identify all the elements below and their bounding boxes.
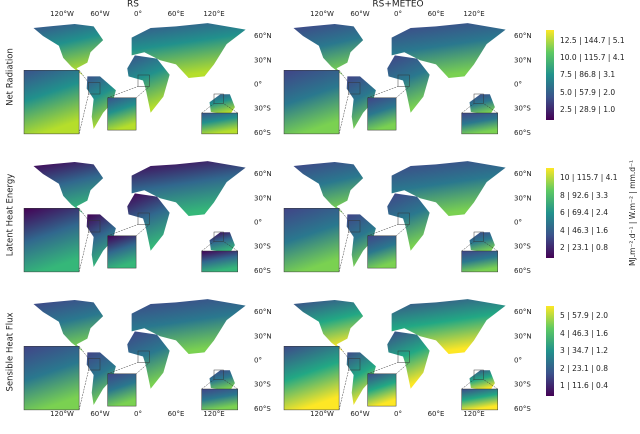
lat-label: 60°N (254, 32, 272, 40)
lon-label: 0° (134, 10, 142, 18)
lat-label: 60°S (254, 129, 271, 137)
lat-label: 60°N (514, 32, 532, 40)
lon-label: 0° (394, 410, 402, 418)
lat-label: 30°N (514, 56, 532, 64)
row-1: Net Radiation 12.5 | 144.7 | 5.1 10.0 | … (6, 22, 625, 135)
lat-label: 60°N (254, 308, 272, 316)
lat-label: 30°S (254, 243, 271, 251)
lat-label: 60°S (254, 405, 271, 413)
lon-label: 120°W (50, 410, 74, 418)
lat-label: 30°N (514, 194, 532, 202)
map (283, 298, 506, 411)
lat-label: 60°S (514, 129, 531, 137)
lon-label: 120°W (50, 10, 74, 18)
lon-label: 0° (134, 410, 142, 418)
lat-label: 30°S (514, 381, 531, 389)
lat-label: 30°N (254, 332, 272, 340)
lon-label: 120°E (203, 410, 224, 418)
lon-label: 60°W (350, 10, 369, 18)
lat-label: 60°N (514, 308, 532, 316)
lon-label: 60°W (350, 410, 369, 418)
row-2: Latent Heat Energy 10 | 115.7 | 4.1 8 | … (6, 160, 637, 273)
lat-label: 30°N (514, 332, 532, 340)
colorbar-label: 5 | 57.9 | 2.0 (560, 311, 608, 320)
lat-label: 60°N (514, 170, 532, 178)
axis-labels: 120°W 120°W 60°W 60°W 0° 0° 60°E 60°E 120°E 120°E… (50, 10, 532, 418)
row-label: Net Radiation (6, 48, 16, 106)
colorbar (546, 30, 554, 120)
colorbar-label: 2 | 23.1 | 0.8 (560, 243, 608, 252)
lon-label: 60°W (90, 410, 109, 418)
map (23, 22, 246, 135)
lon-label: 60°E (428, 10, 445, 18)
lon-label: 60°W (90, 10, 109, 18)
map (283, 160, 506, 273)
lat-label: 60°S (514, 405, 531, 413)
lat-label: 30°S (254, 381, 271, 389)
colorbar-label: 2.5 | 28.9 | 1.0 (560, 105, 615, 114)
lat-label: 60°S (514, 267, 531, 275)
lon-label: 120°W (310, 410, 334, 418)
colorbar-label: 4 | 46.3 | 1.6 (560, 226, 608, 235)
colorbar-label: 7.5 | 86.8 | 3.1 (560, 70, 615, 79)
row-label: Latent Heat Energy (6, 174, 16, 257)
lon-label: 120°E (463, 10, 484, 18)
lon-label: 60°E (168, 410, 185, 418)
colorbar-label: 1 | 11.6 | 0.4 (560, 381, 608, 390)
colorbar-label: 2 | 23.1 | 0.8 (560, 364, 608, 373)
lat-label: 30°N (254, 56, 272, 64)
colorbar-label: 10.0 | 115.7 | 4.1 (560, 53, 625, 62)
colorbar-label: 6 | 69.4 | 2.4 (560, 208, 608, 217)
lat-label: 0° (254, 219, 262, 227)
row-label: Sensible Heat Flux (6, 312, 16, 391)
map (23, 160, 246, 273)
map (283, 22, 506, 135)
colorbar-label: 10 | 115.7 | 4.1 (560, 173, 618, 182)
lat-label: 0° (514, 219, 522, 227)
lat-label: 30°S (254, 105, 271, 113)
lon-label: 120°E (463, 410, 484, 418)
colorbar-unit: MJ.m⁻².d⁻¹ | W.m⁻² | mm.d⁻¹ (628, 160, 637, 266)
row-3: Sensible Heat Flux 5 | 57.9 | 2.0 4 | 46… (6, 298, 608, 411)
lat-label: 30°S (514, 105, 531, 113)
column-title: RS (127, 0, 139, 10)
lat-label: 0° (254, 357, 262, 365)
lon-label: 120°E (203, 10, 224, 18)
lon-label: 0° (394, 10, 402, 18)
colorbar-label: 5.0 | 57.9 | 2.0 (560, 88, 615, 97)
lat-label: 0° (514, 81, 522, 89)
colorbar (546, 168, 554, 258)
lat-label: 60°S (254, 267, 271, 275)
colorbar-label: 8 | 92.6 | 3.3 (560, 191, 608, 200)
lat-label: 60°N (254, 170, 272, 178)
colorbar (546, 306, 554, 396)
colorbar-label: 4 | 46.3 | 1.6 (560, 329, 608, 338)
lat-label: 0° (254, 81, 262, 89)
lon-label: 120°W (310, 10, 334, 18)
lon-label: 60°E (168, 10, 185, 18)
lat-label: 30°N (254, 194, 272, 202)
colorbar-label: 3 | 34.7 | 1.2 (560, 346, 608, 355)
lon-label: 60°E (428, 410, 445, 418)
map (23, 298, 246, 411)
lat-label: 0° (514, 357, 522, 365)
column-title: RS+METEO (372, 0, 423, 10)
lat-label: 30°S (514, 243, 531, 251)
colorbar-label: 12.5 | 144.7 | 5.1 (560, 36, 625, 45)
